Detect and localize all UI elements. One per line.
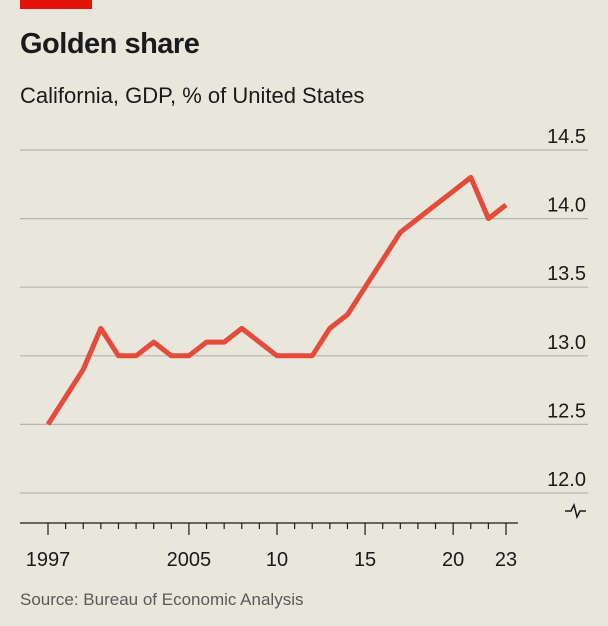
y-tick-label: 13.0 [547,332,586,354]
series-group [45,174,508,426]
gridlines [20,149,588,494]
source-note: Source: Bureau of Economic Analysis [20,590,304,609]
chart-title: Golden share [20,28,200,60]
axis-break-icon [565,502,586,520]
accent-bar [20,0,92,9]
x-tick-label: 1997 [26,549,71,571]
y-tick-label: 12.5 [547,400,586,422]
series-line [45,174,508,426]
x-tick-label: 2005 [167,549,212,571]
y-tick-label: 14.5 [547,126,586,148]
x-tick-label: 10 [266,549,288,571]
y-tick-label: 13.5 [547,263,586,285]
chart-subtitle: California, GDP, % of United States [20,83,365,108]
x-axis: 1997 2005 10 15 20 23 [20,522,518,571]
y-tick-label: 14.0 [547,195,586,217]
x-tick-label: 20 [442,549,464,571]
y-tick-label: 12.0 [547,469,586,491]
y-axis-labels: 12.0 12.5 13.0 13.5 14.0 14.5 [547,126,586,520]
x-tick-label: 15 [354,549,376,571]
x-tick-label: 23 [495,549,517,571]
